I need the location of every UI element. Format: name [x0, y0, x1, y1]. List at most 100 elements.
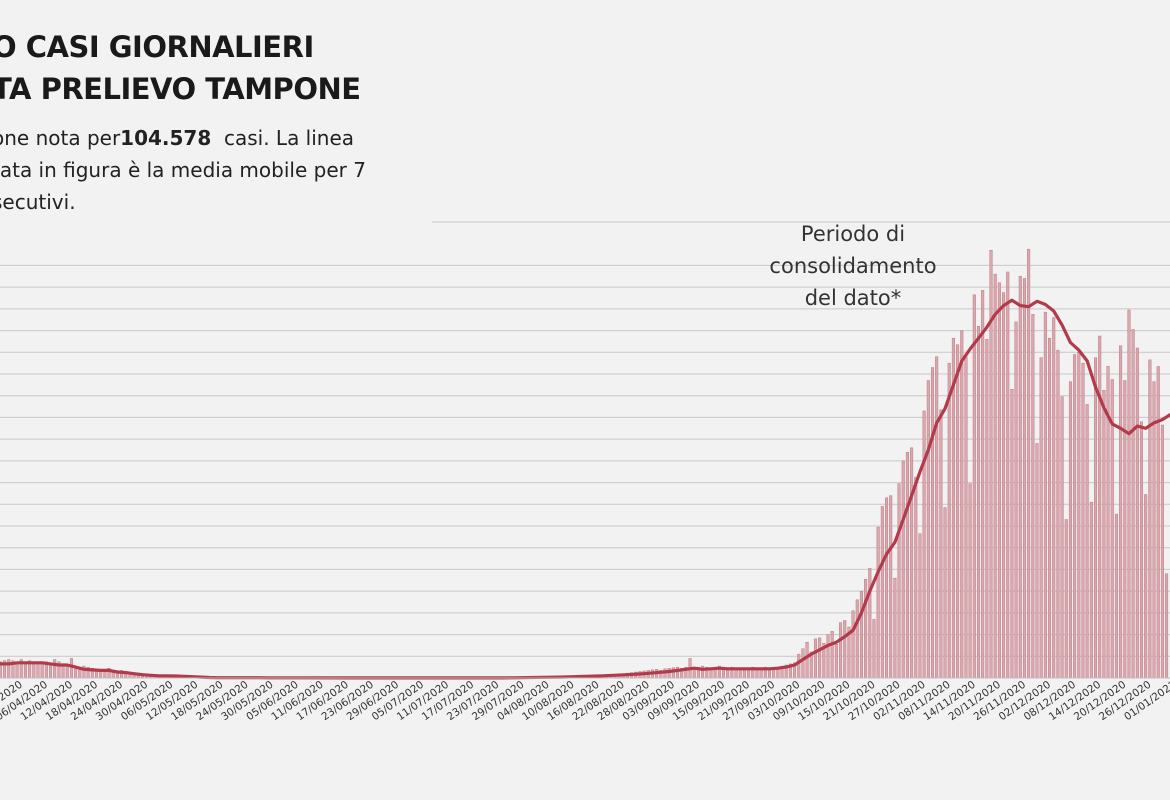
daily-cases-bar	[1014, 321, 1018, 679]
daily-cases-bar	[1102, 390, 1106, 679]
daily-cases-bar	[943, 507, 947, 679]
daily-cases-bar	[1077, 352, 1081, 679]
chart-subtitle: one nota per104.578 casi. La linea tata …	[0, 122, 366, 218]
daily-cases-bar	[1148, 359, 1152, 679]
subtitle-line-3: secutivi.	[0, 190, 76, 214]
daily-cases-bar	[968, 483, 972, 679]
daily-cases-bar	[889, 495, 893, 679]
daily-cases-bar	[956, 344, 960, 679]
daily-cases-bar	[1064, 519, 1068, 679]
daily-cases-bar	[1160, 424, 1164, 679]
daily-cases-bar	[976, 326, 980, 679]
daily-cases-bar	[905, 451, 909, 679]
daily-cases-bar	[897, 483, 901, 679]
daily-cases-bar	[960, 330, 964, 679]
daily-cases-bar	[1119, 345, 1123, 679]
daily-cases-bar	[1135, 347, 1139, 679]
daily-cases-bar	[1052, 317, 1056, 679]
subtitle-post: casi. La linea	[211, 126, 355, 150]
daily-cases-bar	[997, 282, 1001, 679]
daily-cases-bar	[876, 526, 880, 679]
daily-cases-bar	[1073, 354, 1077, 679]
daily-cases-bar	[53, 659, 57, 679]
daily-cases-bar	[818, 637, 822, 679]
daily-cases-bar	[864, 579, 868, 679]
daily-cases-bar	[885, 497, 889, 679]
daily-cases-bar	[1068, 381, 1072, 679]
daily-cases-bar	[1144, 494, 1148, 679]
daily-cases-bar	[1085, 404, 1089, 679]
daily-cases-bar	[868, 568, 872, 679]
daily-cases-bar	[1027, 248, 1031, 679]
daily-cases-bar	[931, 367, 935, 679]
daily-cases-bar	[918, 533, 922, 679]
daily-cases-bar	[1081, 362, 1085, 679]
daily-cases-bar	[1114, 513, 1118, 679]
daily-cases-bar	[1002, 292, 1006, 679]
daily-cases-bar	[926, 380, 930, 679]
daily-cases-bar	[805, 641, 809, 679]
daily-cases-bar	[1006, 271, 1010, 679]
daily-cases-bar	[797, 653, 801, 679]
daily-cases-bar	[901, 460, 905, 679]
daily-cases-bar	[914, 476, 918, 679]
daily-cases-bar	[989, 250, 993, 679]
daily-cases-bar	[1060, 396, 1064, 679]
x-tick-labels: 31/03/202006/04/202012/04/202018/04/2020…	[0, 679, 1170, 724]
daily-cases-bar	[993, 273, 997, 679]
annotation-line-3: del dato*	[804, 286, 902, 310]
daily-cases-bar	[801, 648, 805, 679]
daily-cases-bar	[1018, 276, 1022, 679]
daily-cases-bar	[910, 447, 914, 679]
daily-cases-bar	[1123, 380, 1127, 679]
daily-cases-bar	[1048, 337, 1052, 679]
daily-cases-bar	[872, 619, 876, 679]
daily-cases-bar	[855, 599, 859, 679]
annotation-line-2: consolidamento	[769, 254, 937, 278]
subtitle-line-2: tata in figura è la media mobile per 7	[0, 158, 366, 182]
daily-cases-bars	[0, 248, 1169, 679]
daily-cases-bar	[1039, 357, 1043, 679]
moving-average-line	[0, 298, 1170, 680]
title-line-1: O CASI GIORNALIERI	[0, 30, 314, 64]
daily-cases-bar	[826, 634, 830, 679]
daily-cases-bar	[935, 356, 939, 679]
daily-cases-bar	[1165, 573, 1169, 679]
daily-cases-bar	[922, 410, 926, 679]
daily-cases-bar	[69, 658, 73, 679]
daily-cases-bar	[1131, 329, 1135, 679]
daily-cases-bar	[834, 644, 838, 679]
daily-cases-bar	[830, 631, 834, 679]
daily-cases-bar	[981, 290, 985, 679]
daily-cases-bar	[893, 577, 897, 679]
daily-cases-bar	[1139, 421, 1143, 679]
daily-cases-bar	[36, 662, 40, 679]
consolidation-annotation: Periodo di consolidamento del dato*	[738, 218, 968, 314]
daily-cases-bar	[939, 409, 943, 679]
daily-cases-bar	[947, 362, 951, 679]
daily-cases-bar	[1043, 311, 1047, 679]
chart-title: O CASI GIORNALIERI TA PRELIEVO TAMPONE	[0, 26, 361, 110]
daily-cases-bar	[880, 506, 884, 679]
daily-cases-bar	[1056, 349, 1060, 679]
daily-cases-bar	[1156, 366, 1160, 679]
daily-cases-bar	[851, 610, 855, 679]
daily-cases-bar	[65, 664, 69, 679]
daily-cases-bar	[1098, 335, 1102, 679]
daily-cases-bar	[859, 590, 863, 679]
daily-cases-bar	[1035, 443, 1039, 679]
subtitle-total-cases: 104.578	[120, 126, 212, 150]
daily-cases-bar	[1094, 357, 1098, 679]
subtitle-pre: one nota per	[0, 126, 121, 150]
daily-cases-bar	[1022, 278, 1026, 679]
daily-cases-bar	[964, 356, 968, 679]
daily-cases-bar	[813, 638, 817, 679]
daily-cases-bar	[972, 294, 976, 679]
title-line-2: TA PRELIEVO TAMPONE	[0, 72, 361, 106]
annotation-line-1: Periodo di	[800, 222, 906, 246]
daily-cases-bar	[1152, 381, 1156, 679]
daily-cases-bar	[839, 622, 843, 679]
daily-cases-bar	[1010, 389, 1014, 679]
daily-cases-bar	[985, 339, 989, 679]
